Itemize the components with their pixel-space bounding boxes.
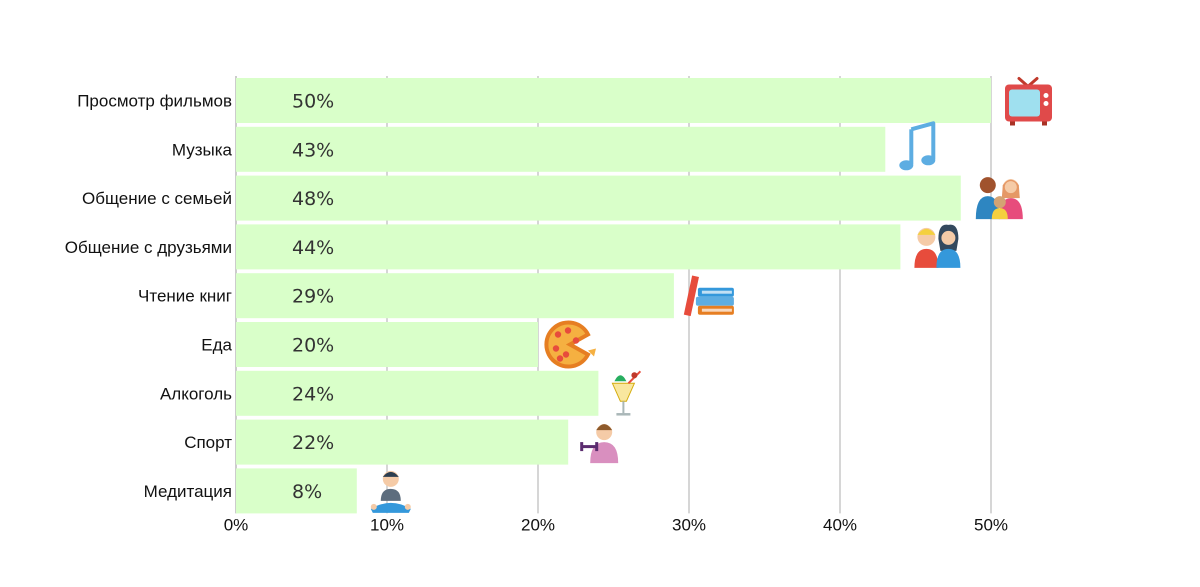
category-label: Чтение книг bbox=[138, 287, 232, 306]
category-label: Общение с друзьями bbox=[65, 238, 232, 257]
category-label: Еда bbox=[201, 336, 232, 355]
bar bbox=[236, 419, 569, 465]
books-icon bbox=[683, 275, 734, 317]
bar-layer bbox=[236, 78, 991, 514]
bar bbox=[236, 175, 961, 221]
friends-icon bbox=[914, 224, 961, 268]
data-label: 48% bbox=[292, 188, 334, 210]
category-label: Общение с семьей bbox=[82, 189, 232, 208]
category-label: Просмотр фильмов bbox=[77, 92, 232, 111]
data-label: 8% bbox=[292, 481, 322, 503]
data-label: 24% bbox=[292, 383, 334, 405]
bar bbox=[236, 224, 901, 270]
fitness-icon bbox=[580, 424, 619, 464]
bar bbox=[236, 468, 357, 514]
x-tick-label: 40% bbox=[823, 515, 857, 534]
category-label: Алкоголь bbox=[160, 384, 232, 403]
family-icon bbox=[975, 177, 1023, 220]
data-label: 20% bbox=[292, 335, 334, 357]
category-label: Музыка bbox=[172, 140, 233, 159]
x-tick-label: 50% bbox=[974, 515, 1008, 534]
music-note-icon bbox=[899, 121, 936, 171]
bar bbox=[236, 273, 674, 319]
category-label: Спорт bbox=[184, 433, 232, 452]
meditation-icon bbox=[370, 470, 411, 513]
bar bbox=[236, 370, 599, 416]
bar bbox=[236, 322, 538, 367]
x-tick-label: 30% bbox=[672, 515, 706, 534]
tv-icon bbox=[1005, 77, 1052, 126]
data-label: 29% bbox=[292, 286, 334, 308]
x-tick-label: 10% bbox=[370, 515, 404, 534]
label-layer: 0% 10% 20% 30% 40% 50% Просмотр фильмов 50% Музы… bbox=[65, 91, 1008, 535]
x-tick-label: 20% bbox=[521, 515, 555, 534]
x-tick-label: 0% bbox=[224, 515, 249, 534]
data-label: 50% bbox=[292, 91, 334, 113]
data-label: 44% bbox=[292, 237, 334, 259]
cocktail-icon bbox=[611, 370, 642, 416]
pizza-icon bbox=[544, 320, 596, 369]
data-label: 43% bbox=[292, 139, 334, 161]
category-label: Медитация bbox=[144, 482, 232, 501]
icon-layer bbox=[370, 77, 1052, 513]
bar bbox=[236, 126, 886, 172]
bar bbox=[236, 78, 991, 123]
data-label: 22% bbox=[292, 432, 334, 454]
